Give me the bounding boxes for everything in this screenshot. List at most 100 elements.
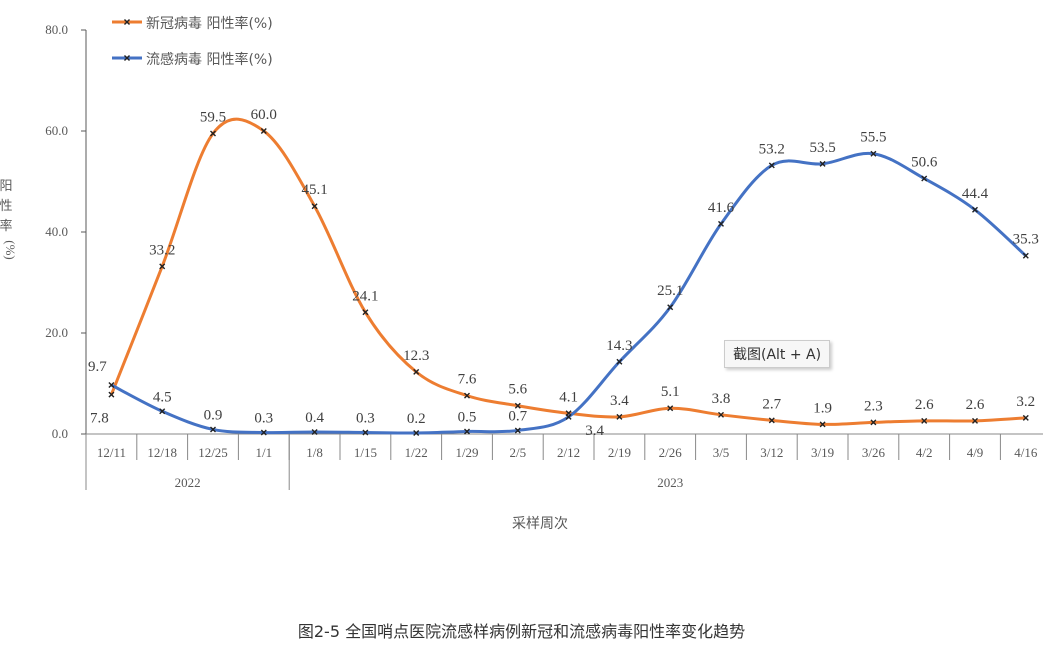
data-label: 7.8: [90, 411, 109, 427]
y-tick-label: 0.0: [52, 426, 68, 441]
x-tick-label: 1/22: [405, 445, 428, 460]
data-point-marker: [413, 368, 420, 375]
data-point-marker: [464, 428, 470, 435]
data-label: 0.5: [458, 409, 477, 425]
x-tick-label: 2/19: [608, 445, 631, 460]
data-label: 4.5: [153, 389, 172, 405]
data-point-marker: [870, 419, 877, 426]
data-point-marker: [159, 408, 166, 415]
x-tick-label: 3/19: [811, 445, 834, 460]
data-label: 2.7: [762, 396, 781, 412]
data-label: 0.3: [254, 410, 273, 426]
data-point-marker: [413, 429, 420, 436]
data-point-marker: [108, 382, 115, 389]
y-axis-label-char: 阳: [0, 178, 13, 193]
data-label: 0.4: [305, 410, 324, 426]
y-tick-label: 40.0: [45, 224, 68, 239]
data-point-marker: [667, 304, 674, 311]
data-point-marker: [514, 402, 521, 409]
data-point-marker: [616, 358, 623, 365]
data-label: 0.2: [407, 411, 426, 427]
data-label: 55.5: [860, 130, 886, 146]
data-label: 45.1: [301, 182, 327, 198]
year-label: 2023: [657, 475, 683, 490]
data-label: 53.2: [759, 141, 785, 157]
data-label: 9.7: [88, 359, 107, 375]
data-label: 12.3: [403, 348, 429, 364]
x-tick-label: 3/5: [713, 445, 730, 460]
data-point-marker: [362, 429, 369, 436]
data-point-marker: [311, 428, 318, 435]
data-point-marker: [667, 405, 674, 412]
data-label: 33.2: [149, 242, 175, 258]
data-label: 3.4: [585, 423, 604, 439]
legend-label-1: 流感病毒 阳性率(%): [146, 51, 273, 68]
legend-marker: [124, 55, 130, 61]
data-label: 3.2: [1016, 394, 1035, 410]
data-label: 60.0: [251, 107, 277, 123]
x-axis-title: 采样周次: [512, 516, 568, 532]
x-tick-label: 2/26: [659, 445, 683, 460]
data-point-marker: [921, 175, 928, 182]
x-tick-label: 2/12: [557, 445, 580, 460]
data-label: 5.1: [661, 384, 680, 400]
data-point-marker: [210, 130, 216, 137]
data-label: 3.4: [610, 393, 629, 409]
data-label: 59.5: [200, 110, 226, 126]
data-label: 1.9: [813, 400, 832, 416]
x-tick-label: 1/15: [354, 445, 377, 460]
year-label: 2022: [175, 475, 201, 490]
data-label: 53.5: [809, 140, 835, 156]
data-label: 2.3: [864, 398, 883, 414]
legend-marker: [124, 19, 130, 25]
data-point-marker: [972, 206, 978, 213]
data-point-marker: [514, 427, 521, 434]
data-label: 0.9: [204, 407, 223, 423]
x-tick-label: 1/1: [255, 445, 272, 460]
data-point-marker: [768, 162, 775, 169]
data-point-marker: [210, 426, 216, 433]
data-point-marker: [311, 203, 318, 210]
x-tick-label: 2/5: [509, 445, 526, 460]
x-tick-label: 4/16: [1014, 445, 1038, 460]
data-label: 50.6: [911, 154, 938, 170]
data-point-marker: [159, 263, 166, 270]
y-tick-label: 80.0: [45, 22, 68, 37]
data-label: 3.8: [712, 391, 731, 407]
x-tick-label: 4/2: [916, 445, 933, 460]
screenshot-tooltip: 截图(Alt + A): [724, 340, 831, 368]
y-axis-label-unit: (%): [3, 240, 18, 260]
x-tick-label: 12/18: [147, 445, 177, 460]
figure-caption: 图2-5 全国哨点医院流感样病例新冠和流感病毒阳性率变化趋势: [297, 622, 746, 641]
legend-label-0: 新冠病毒 阳性率(%): [146, 15, 273, 32]
x-tick-label: 1/8: [306, 445, 323, 460]
y-tick-label: 20.0: [45, 325, 68, 340]
series-line-0: [110, 117, 1026, 426]
x-tick-label: 4/9: [967, 445, 984, 460]
data-label: 25.1: [657, 283, 683, 299]
data-label: 2.6: [915, 397, 934, 413]
data-point-marker: [565, 413, 572, 420]
data-point-marker: [819, 160, 826, 167]
data-point-marker: [260, 128, 267, 134]
data-label: 4.1: [559, 389, 578, 405]
data-label: 41.6: [708, 200, 735, 216]
data-point-marker: [718, 220, 724, 227]
data-label: 5.6: [508, 382, 527, 398]
y-tick-label: 60.0: [45, 123, 68, 138]
data-label: 0.3: [356, 410, 375, 426]
data-point-marker: [1022, 414, 1029, 421]
x-tick-label: 12/11: [97, 445, 126, 460]
data-point-marker: [464, 392, 470, 399]
data-point-marker: [819, 421, 826, 428]
data-point-marker: [362, 309, 369, 316]
y-axis-label-char: 性: [0, 198, 13, 213]
data-label: 35.3: [1013, 232, 1039, 248]
x-tick-label: 12/25: [198, 445, 228, 460]
data-point-marker: [616, 413, 623, 420]
data-label: 0.7: [508, 408, 527, 424]
x-tick-label: 3/26: [862, 445, 886, 460]
data-label: 2.6: [966, 397, 985, 413]
data-label: 24.1: [352, 288, 378, 304]
data-point-marker: [718, 411, 724, 418]
